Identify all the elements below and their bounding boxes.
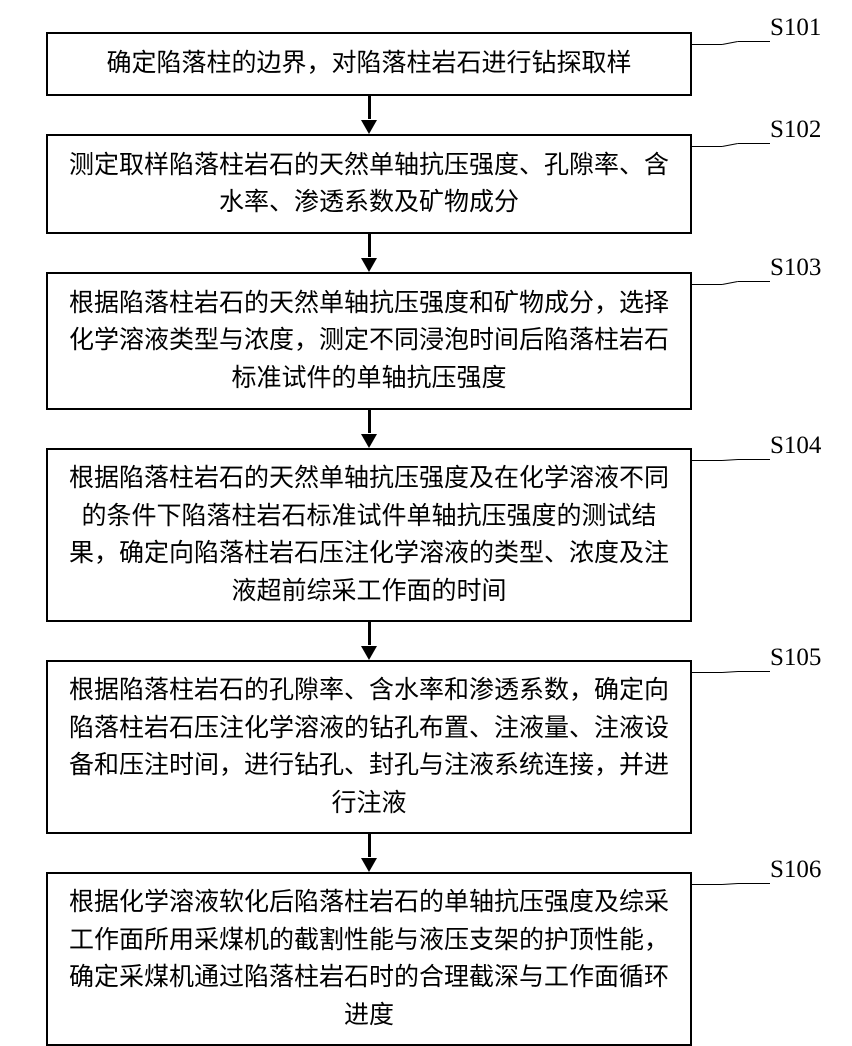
connector-line: [368, 96, 371, 119]
step-label-s106: S106: [770, 856, 821, 884]
connector-line: [368, 622, 371, 645]
flow-node-text: 确定陷落柱的边界，对陷落柱岩石进行钻探取样: [66, 45, 672, 83]
arrow-down-icon: [361, 434, 377, 448]
flow-node-s105: 根据陷落柱岩石的孔隙率、含水率和渗透系数，确定向陷落柱岩石压注化学溶液的钻孔布置…: [46, 660, 692, 834]
step-label-s104: S104: [770, 432, 821, 460]
leader-line: [692, 672, 722, 673]
flow-node-text: 根据陷落柱岩石的天然单轴抗压强度和矿物成分，选择化学溶液类型与浓度，测定不同浸泡…: [66, 285, 672, 398]
step-label-s105: S105: [770, 644, 821, 672]
step-label-s102: S102: [770, 116, 821, 144]
step-label-s101: S101: [770, 14, 821, 42]
connector-line: [368, 834, 371, 857]
leader-line: [738, 671, 770, 672]
leader-line: [692, 884, 722, 885]
flow-node-text: 测定取样陷落柱岩石的天然单轴抗压强度、孔隙率、含水率、渗透系数及矿物成分: [66, 147, 672, 222]
leader-line: [738, 41, 770, 42]
arrow-down-icon: [361, 858, 377, 872]
flowchart-canvas: 确定陷落柱的边界，对陷落柱岩石进行钻探取样测定取样陷落柱岩石的天然单轴抗压强度、…: [0, 0, 852, 1000]
arrow-down-icon: [361, 646, 377, 660]
flow-node-text: 根据陷落柱岩石的天然单轴抗压强度及在化学溶液不同的条件下陷落柱岩石标准试件单轴抗…: [66, 460, 672, 610]
leader-line: [722, 143, 738, 147]
flow-node-s103: 根据陷落柱岩石的天然单轴抗压强度和矿物成分，选择化学溶液类型与浓度，测定不同浸泡…: [46, 272, 692, 410]
flow-node-s102: 测定取样陷落柱岩石的天然单轴抗压强度、孔隙率、含水率、渗透系数及矿物成分: [46, 134, 692, 234]
flow-node-text: 根据化学溶液软化后陷落柱岩石的单轴抗压强度及综采工作面所用采煤机的截割性能与液压…: [66, 884, 672, 1034]
leader-line: [722, 459, 738, 461]
flow-node-s106: 根据化学溶液软化后陷落柱岩石的单轴抗压强度及综采工作面所用采煤机的截割性能与液压…: [46, 872, 692, 1046]
leader-line: [722, 883, 738, 885]
flow-node-s104: 根据陷落柱岩石的天然单轴抗压强度及在化学溶液不同的条件下陷落柱岩石标准试件单轴抗…: [46, 448, 692, 622]
leader-line: [722, 41, 738, 45]
leader-line: [738, 281, 770, 282]
leader-line: [722, 671, 738, 673]
leader-line: [692, 44, 722, 45]
leader-line: [692, 284, 722, 285]
connector-line: [368, 234, 371, 257]
step-label-s103: S103: [770, 254, 821, 282]
flow-node-text: 根据陷落柱岩石的孔隙率、含水率和渗透系数，确定向陷落柱岩石压注化学溶液的钻孔布置…: [66, 672, 672, 822]
leader-line: [738, 459, 770, 460]
leader-line: [722, 281, 738, 285]
leader-line: [738, 883, 770, 884]
flow-node-s101: 确定陷落柱的边界，对陷落柱岩石进行钻探取样: [46, 32, 692, 96]
leader-line: [738, 143, 770, 144]
arrow-down-icon: [361, 258, 377, 272]
leader-line: [692, 460, 722, 461]
connector-line: [368, 410, 371, 433]
leader-line: [692, 146, 722, 147]
arrow-down-icon: [361, 120, 377, 134]
